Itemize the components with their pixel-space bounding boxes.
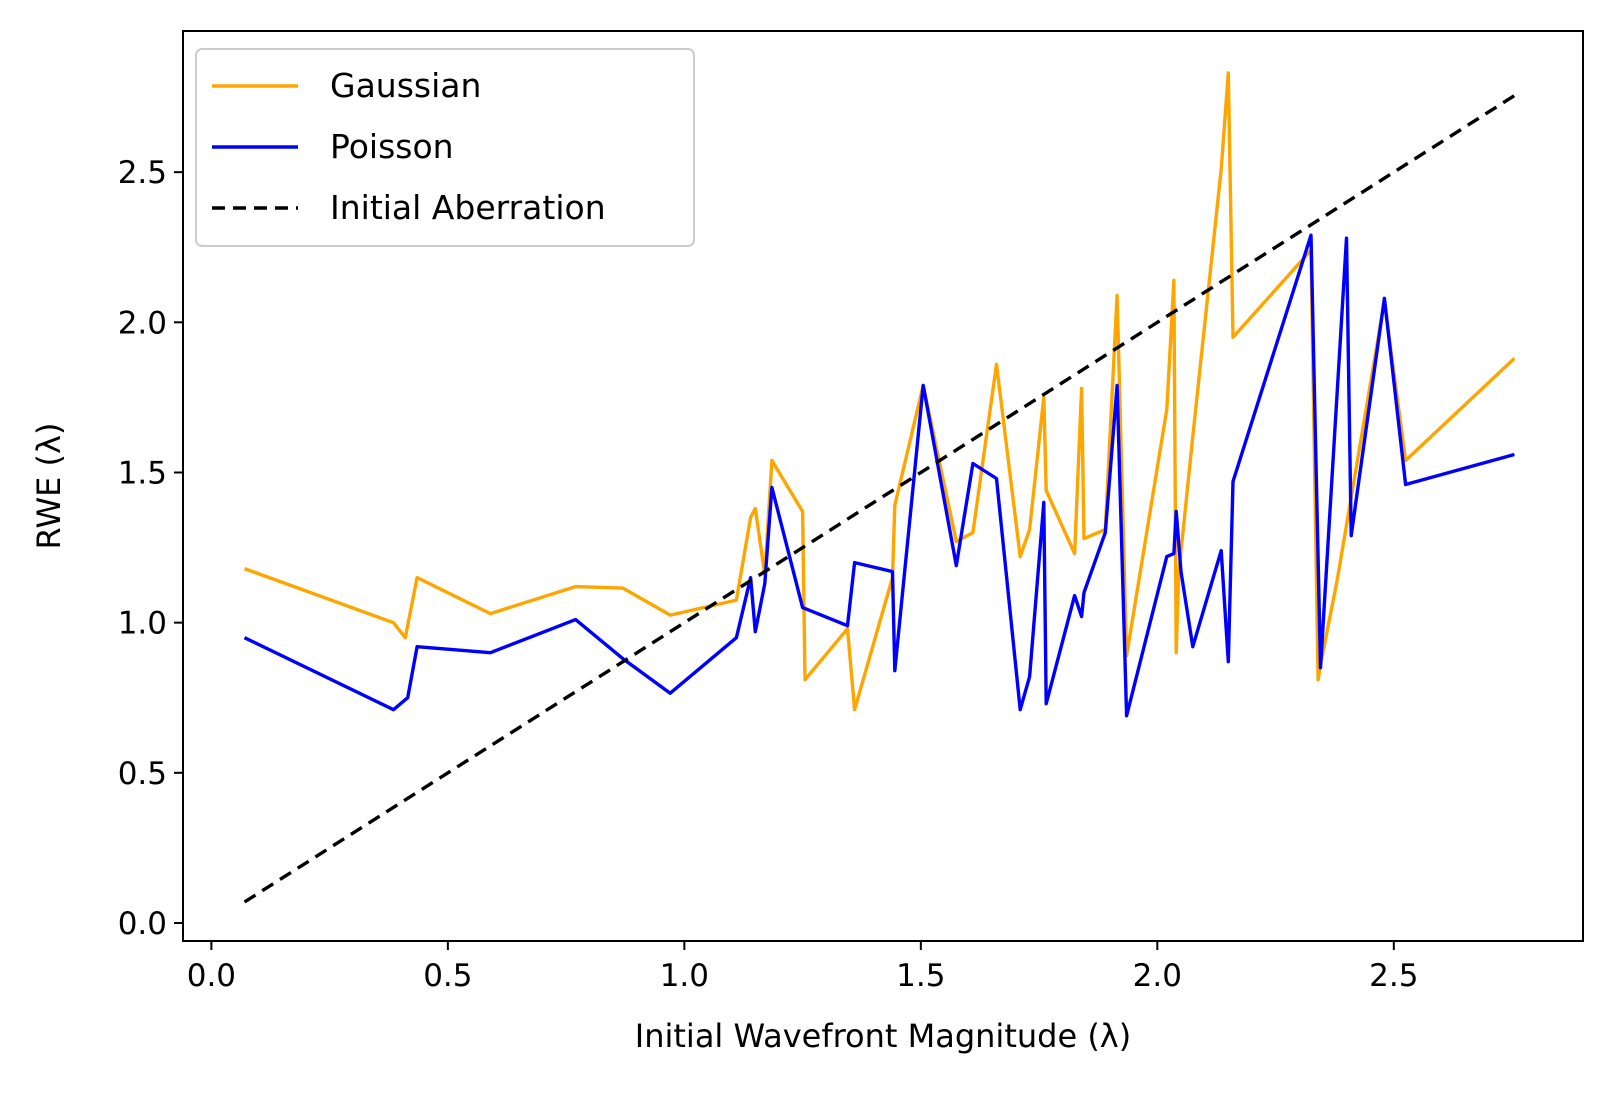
legend: Gaussian Poisson Initial Aberration (195, 48, 695, 247)
legend-label-gaussian: Gaussian (330, 66, 481, 105)
x-tick-label: 0.5 (423, 958, 472, 994)
plot-area (243, 71, 1516, 904)
x-tick-label: 2.5 (1369, 958, 1418, 994)
y-tick-label: 1.0 (118, 606, 167, 642)
y-tick-label: 0.0 (118, 906, 167, 942)
y-tick-label: 1.5 (118, 455, 167, 491)
x-tick-label: 1.0 (660, 958, 709, 994)
x-tick-label: 1.5 (896, 958, 945, 994)
legend-label-poisson: Poisson (330, 127, 454, 166)
x-tick-label: 0.0 (187, 958, 236, 994)
legend-label-initial-aberration: Initial Aberration (330, 188, 606, 227)
x-tick-label: 2.0 (1133, 958, 1182, 994)
plot-frame (182, 30, 1584, 942)
series-line-poisson (243, 233, 1515, 718)
x-axis: 0.0 0.5 1.0 1.5 2.0 2.5 (187, 941, 1418, 994)
y-tick-label: 0.5 (118, 756, 167, 792)
x-axis-label: Initial Wavefront Magnitude (λ) (635, 1017, 1131, 1055)
y-axis: 0.0 0.5 1.0 1.5 2.0 2.5 (118, 155, 183, 942)
y-tick-label: 2.0 (118, 305, 167, 341)
y-tick-label: 2.5 (118, 155, 167, 191)
y-axis-label: RWE (λ) (30, 423, 68, 550)
series-line-gaussian (243, 71, 1516, 712)
legend-box (195, 48, 695, 247)
